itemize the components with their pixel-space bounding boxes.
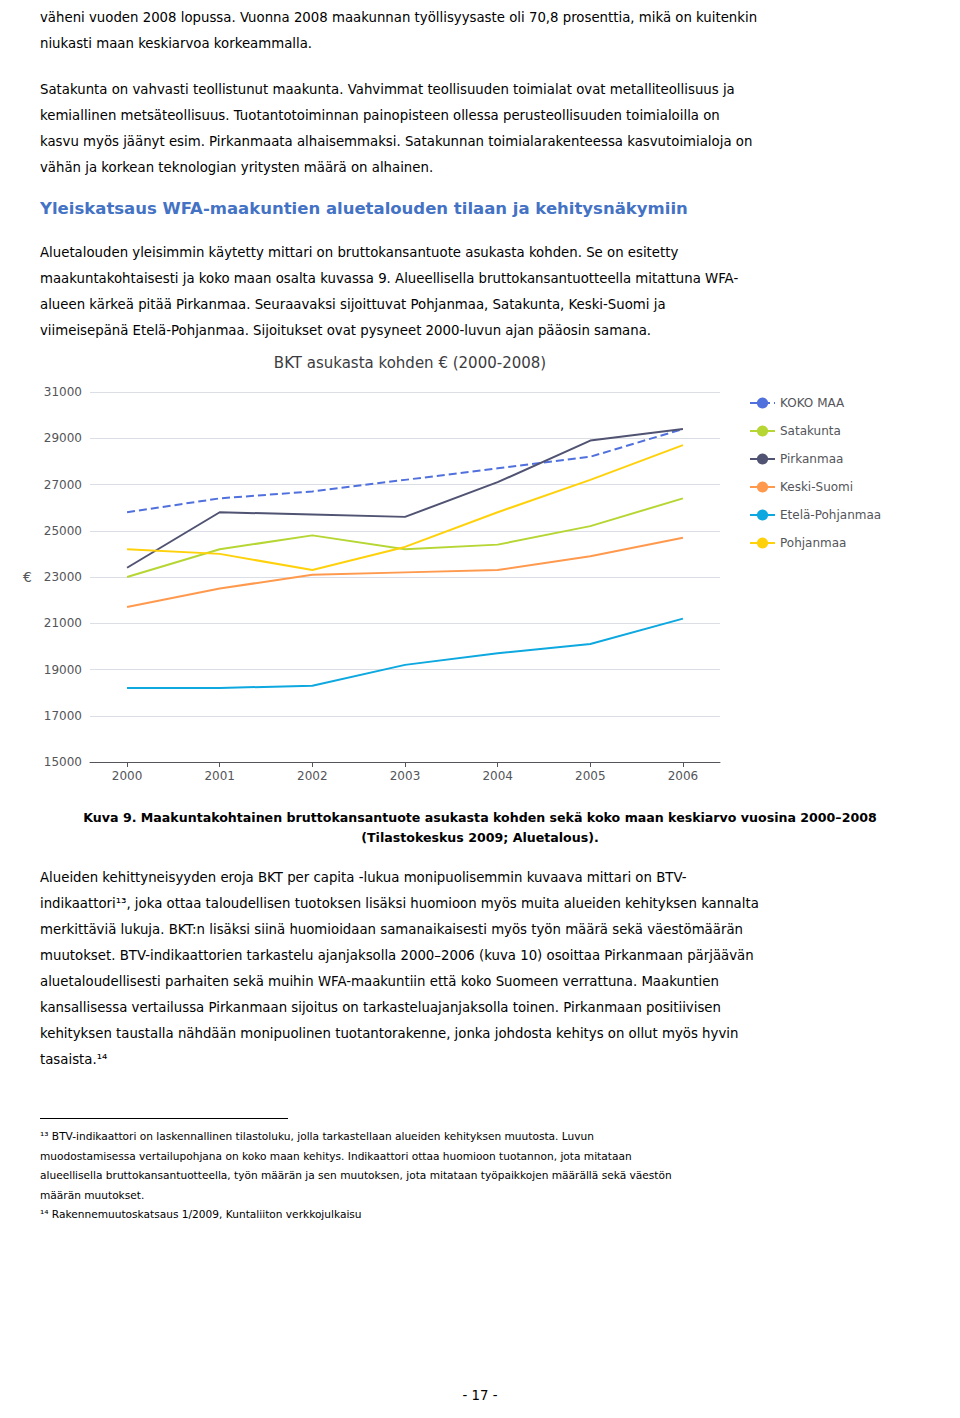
- svg-text:Keski-Suomi: Keski-Suomi: [780, 480, 853, 494]
- svg-text:23000: 23000: [44, 570, 82, 584]
- svg-text:2003: 2003: [390, 769, 421, 783]
- svg-text:25000: 25000: [44, 524, 82, 538]
- html-text:kasvu myös jäänyt esim. Pirkan: kasvu myös jäänyt esim. Pirkanmaata alha…: [40, 133, 753, 149]
- html-text:merkittäviä lukuja. BKT:n lisä: merkittäviä lukuja. BKT:n lisäksi siinä …: [40, 922, 743, 937]
- html-text:Alueiden kehittyneisyyden eroj: Alueiden kehittyneisyyden eroja BKT per …: [40, 870, 687, 885]
- svg-text:2006: 2006: [668, 769, 699, 783]
- svg-text:15000: 15000: [44, 755, 82, 769]
- svg-text:2002: 2002: [297, 769, 328, 783]
- html-text:¹³ BTV-indikaattori on laskenn: ¹³ BTV-indikaattori on laskennallinen ti…: [40, 1130, 594, 1142]
- html-text:muutokset. BTV-indikaattorien: muutokset. BTV-indikaattorien tarkastelu…: [40, 948, 754, 963]
- html-text:vähän ja korkean teknologian y: vähän ja korkean teknologian yritysten m…: [40, 159, 434, 175]
- svg-text:Pirkanmaa: Pirkanmaa: [780, 452, 843, 466]
- html-text:kemiallinen metsäteollisuus. T: kemiallinen metsäteollisuus. Tuotantotoi…: [40, 107, 720, 123]
- html-text:Satakunta on vahvasti teollist: Satakunta on vahvasti teollistunut maaku…: [40, 81, 735, 97]
- svg-text:21000: 21000: [44, 616, 82, 630]
- svg-text:19000: 19000: [44, 663, 82, 677]
- html-text:indikaattori¹³, joka ottaa tal: indikaattori¹³, joka ottaa taloudellisen…: [40, 896, 759, 911]
- html-text:aluetaloudellisesti parhaiten: aluetaloudellisesti parhaiten sekä muihi…: [40, 974, 719, 989]
- svg-text:KOKO MAA: KOKO MAA: [780, 396, 845, 410]
- html-text:määrän muutokset.: määrän muutokset.: [40, 1188, 145, 1201]
- html-text:väheni vuoden 2008 lopussa. Vu: väheni vuoden 2008 lopussa. Vuonna 2008 …: [40, 10, 758, 25]
- svg-text:2005: 2005: [575, 769, 606, 783]
- html-text:Yleiskatsaus WFA-maakuntien al: Yleiskatsaus WFA-maakuntien aluetalouden…: [40, 199, 688, 219]
- svg-text:BKT asukasta kohden € (2000-20: BKT asukasta kohden € (2000-2008): [274, 354, 546, 372]
- html-text:kehityksen taustalla nähdään m: kehityksen taustalla nähdään monipuoline…: [40, 1026, 739, 1041]
- svg-text:2000: 2000: [112, 769, 143, 783]
- html-text:viimeisepänä Etelä-Pohjanmaa.: viimeisepänä Etelä-Pohjanmaa. Sijoitukse…: [40, 323, 652, 339]
- html-text:(Tilastokeskus 2009; Aluetalou: (Tilastokeskus 2009; Aluetalous).: [361, 830, 599, 845]
- svg-text:Etelä-Pohjanmaa: Etelä-Pohjanmaa: [780, 508, 881, 522]
- svg-text:2001: 2001: [204, 769, 235, 783]
- svg-text:27000: 27000: [44, 478, 82, 492]
- svg-text:Satakunta: Satakunta: [780, 424, 841, 438]
- html-text:tasaista.¹⁴: tasaista.¹⁴: [40, 1052, 108, 1067]
- html-text:alueen kärkeä pitää Pirkanmaa.: alueen kärkeä pitää Pirkanmaa. Seuraavak…: [40, 297, 666, 313]
- html-text:¹⁴ Rakennemuutoskatsaus 1/2009: ¹⁴ Rakennemuutoskatsaus 1/2009, Kuntalii…: [40, 1208, 362, 1220]
- html-text:- 17 -: - 17 -: [462, 1388, 498, 1403]
- svg-text:€: €: [23, 569, 32, 585]
- svg-text:Pohjanmaa: Pohjanmaa: [780, 536, 846, 550]
- html-text:maakuntakohtaisesti ja koko ma: maakuntakohtaisesti ja koko maan osalta …: [40, 271, 739, 287]
- svg-text:29000: 29000: [44, 431, 82, 445]
- html-text:alueellisella bruttokansantuot: alueellisella bruttokansantuotteella, ty…: [40, 1169, 672, 1181]
- html-text:Kuva 9. Maakuntakohtainen brut: Kuva 9. Maakuntakohtainen bruttokansantu…: [83, 810, 877, 825]
- svg-text:2004: 2004: [482, 769, 513, 783]
- html-text:kansallisessa vertailussa Pirk: kansallisessa vertailussa Pirkanmaan sij…: [40, 1000, 721, 1015]
- html-text:Aluetalouden yleisimmin käytet: Aluetalouden yleisimmin käytetty mittari…: [40, 245, 679, 261]
- html-text:muodostamisessa vertailupohjan: muodostamisessa vertailupohjana on koko …: [40, 1149, 632, 1162]
- svg-text:31000: 31000: [44, 385, 82, 399]
- html-text:niukasti maan keskiarvoa korke: niukasti maan keskiarvoa korkeammalla.: [40, 36, 313, 51]
- svg-text:17000: 17000: [44, 709, 82, 723]
